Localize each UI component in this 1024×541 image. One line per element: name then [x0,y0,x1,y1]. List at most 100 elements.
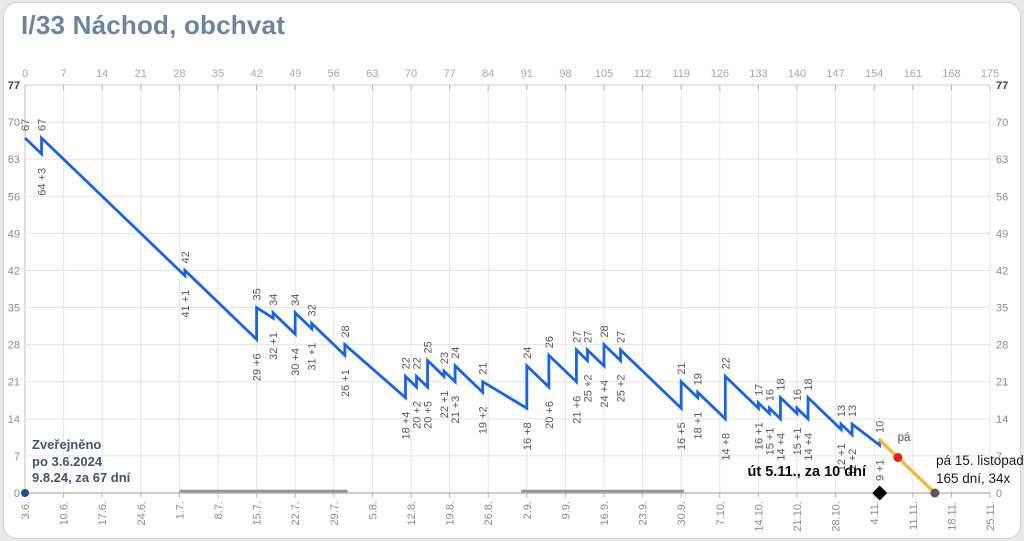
top-axis-label: 21 [135,68,147,80]
bottom-date-label: 12.8. [406,501,418,525]
dip-label: 26 +1 [340,369,352,397]
dip-label: 15 +1 [792,428,804,456]
bottom-date-label: 28.10. [831,501,843,532]
left-axis-label: 0 [14,488,20,500]
dip-label: 21 +6 [571,396,583,424]
right-axis-label: 28 [996,340,1008,352]
countdown-series-line [24,134,882,449]
bottom-date-label: 5.8. [367,501,379,519]
peak-label: 67 [20,119,32,131]
peak-label: 34 [290,294,302,306]
top-axis-label: 77 [443,68,455,80]
peak-label: 18 [803,378,815,390]
top-axis-label: 0 [22,68,28,80]
peak-label: 21 [478,362,490,374]
peak-label: 28 [599,325,611,337]
bottom-date-label: 1.7. [174,501,186,519]
dip-label: 22 +1 [439,390,451,418]
peak-label: 42 [180,251,192,263]
peak-label: 35 [252,288,264,300]
left-axis-label: 49 [8,228,20,240]
dip-label: 14 +4 [775,433,787,461]
dip-label: 41 +1 [180,290,192,318]
peak-label: 22 [400,357,412,369]
dip-label: 14 +8 [720,433,732,461]
top-axis-label: 84 [482,68,494,80]
left-axis-label: 63 [8,154,20,166]
bottom-date-label: 7.10. [715,501,727,525]
top-axis-label: 105 [595,68,613,80]
axes-and-ticks [24,85,991,498]
dip-label: 18 +1 [693,412,705,440]
dip-label: 12 +1 [836,443,848,471]
deadline-annotation: út 5.11., za 10 dní [747,464,866,480]
left-axis-label: 77 [8,80,20,92]
peak-label: 16 [792,389,804,401]
dip-label: 11 +2 [847,449,859,476]
dip-label: 30 +4 [290,348,302,376]
data-labels: 67 64 +3 67 41 +1 42 29 +6 35 32 +1 34 30 +4 34 31 … [20,119,887,481]
peak-label: 25 [423,341,435,353]
peak-label: 24 [450,347,462,359]
axis-labels: 0 7 14 21 28 35 42 49 56 63 70 77 84 91 98 105 112 119 126… [8,68,1009,532]
top-axis-label: 112 [634,68,652,80]
left-axis-label: 56 [8,191,20,203]
top-axis-label: 161 [904,68,922,80]
top-axis-label: 91 [521,68,533,80]
dip-label: 29 +6 [252,353,264,381]
bottom-date-label: 3.6. [20,501,32,519]
bottom-date-label: 22.7. [290,501,302,525]
left-axis-label: 35 [8,303,20,315]
publish-note-line2: po 3.6.2024 [32,453,103,469]
bottom-date-label: 26.8. [483,501,495,525]
bottom-date-label: 11.11. [908,501,920,530]
peak-label: 16 [764,389,776,401]
top-axis-label: 147 [826,68,844,80]
peak-label: 22 [412,357,424,369]
bottom-date-label: 29.7. [329,501,341,525]
deadline-diamond [872,485,888,501]
dip-label: 16 +5 [676,422,688,450]
top-axis-label: 119 [672,68,690,80]
left-axis-label: 7 [14,451,20,463]
bottom-date-label: 8.7. [213,501,225,519]
today-dot [893,452,903,462]
top-axis-label: 70 [405,68,417,80]
dip-label: 20 +6 [544,401,556,429]
publish-note: Zveřejněno po 3.6.2024 9.8.24, za 67 dní [32,437,130,487]
bottom-date-label: 18.11. [946,501,958,531]
left-axis-label: 21 [8,377,20,389]
peak-label: 21 [676,362,688,374]
dip-label: 20 +5 [423,401,435,429]
dip-label: 16 +8 [522,422,534,450]
peak-label: 26 [544,336,556,348]
series-lines [24,134,937,495]
top-axis-label: 42 [250,68,262,80]
right-axis-label: 70 [996,117,1008,129]
dip-label: 32 +1 [268,332,280,360]
top-axis-label: 140 [788,68,806,80]
peak-label: 18 [775,378,787,390]
dip-label: 64 +3 [37,168,49,196]
bottom-date-label: 30.9. [676,501,688,525]
dip-label: 31 +1 [307,343,319,371]
dip-label: 14 +4 [803,433,815,461]
left-axis-label: 70 [8,117,20,129]
bottom-date-label: 21.10. [792,501,804,532]
peak-label: 10 [875,421,887,433]
top-axis-label: 133 [749,68,767,80]
right-axis-label: 49 [996,228,1008,240]
bottom-date-label: 24.6. [136,501,148,525]
left-axis-label: 14 [8,414,20,426]
peak-label: 27 [571,331,583,343]
top-axis-label: 154 [865,68,883,80]
peak-label: 28 [340,325,352,337]
top-axis-label: 126 [711,68,729,80]
peak-label: 34 [268,294,280,306]
page-title: I/33 Náchod, obchvat [21,10,286,40]
top-axis-label: 98 [559,68,571,80]
dip-label: 16 +1 [753,422,765,450]
right-axis-label: 0 [996,488,1002,500]
